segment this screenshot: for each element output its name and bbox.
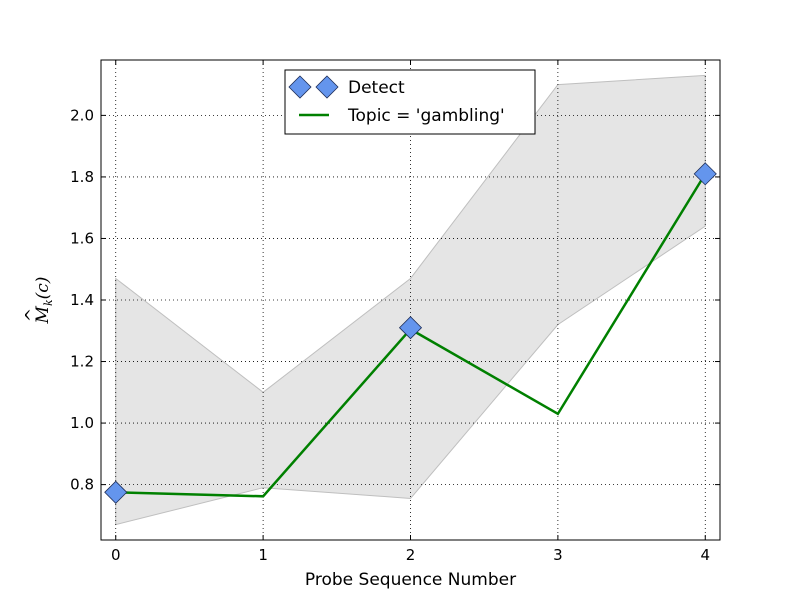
y-axis-label-sub: k [42,299,55,306]
y-tick-label: 0.8 [70,476,94,494]
legend: Detect Topic = 'gambling' [284,69,536,135]
y-axis-label-base: M [33,305,53,324]
x-tick-label: 4 [700,546,710,564]
y-tick-label: 2.0 [70,106,94,124]
y-tick-label: 1.0 [70,414,94,432]
y-tick-label: 1.6 [70,229,94,247]
x-tick-label: 2 [406,546,416,564]
x-tick-label: 3 [553,546,563,564]
legend-label-gambling: Topic = 'gambling' [347,106,505,126]
detect-marker [398,316,423,340]
legend-detect-marker [288,75,312,99]
y-axis-label-arg: (c) [33,277,53,300]
x-axis-label: Probe Sequence Number [305,570,516,590]
legend-label-detect: Detect [348,78,405,98]
y-axis-label: Mk(c)^ [22,277,55,325]
y-tick-label: 1.4 [70,291,94,309]
tick-layer: 0 1 2 3 4 0.8 1.0 1.2 1.4 1.6 1.8 2.0 [70,59,721,564]
grid-layer [101,60,720,540]
y-tick-label: 1.2 [70,353,94,371]
x-tick-label: 0 [111,546,121,564]
series-layer [104,162,717,504]
y-tick-label: 1.8 [70,168,94,186]
detect-marker [693,162,717,186]
y-axis-label-hat: ^ [22,308,42,322]
detect-marker [104,480,128,504]
x-tick-label: 1 [258,546,268,564]
y-axis-label-text: Mk(c) [33,277,55,325]
legend-detect-marker [315,75,339,99]
